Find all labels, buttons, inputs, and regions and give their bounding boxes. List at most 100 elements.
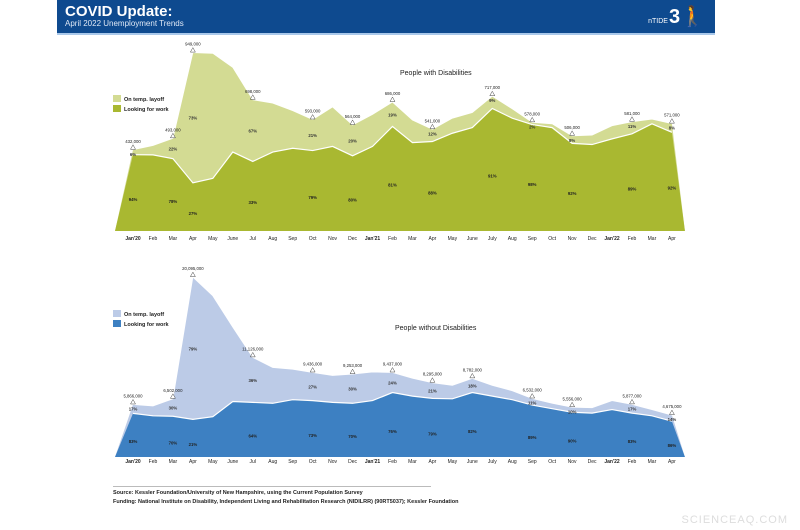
legend-swatch-looking xyxy=(113,320,121,327)
total-label: 564,000 xyxy=(345,114,361,119)
total-marker xyxy=(389,96,396,102)
legend-label-layoff: On temp. layoff xyxy=(124,97,164,103)
no-disabilities-chart: People without Disabilities On temp. layo… xyxy=(113,266,685,465)
layoff-pct-label: 24% xyxy=(388,381,397,386)
total-label: 581,000 xyxy=(624,111,640,116)
looking-pct-label: 33% xyxy=(248,200,257,205)
total-boundary-line xyxy=(132,276,673,416)
x-tick-label: Nov xyxy=(328,459,337,465)
disabilities-chart: People with Disabilities On temp. layoff L… xyxy=(113,42,685,242)
total-label: 541,000 xyxy=(425,118,441,123)
x-tick-label: Jan'21 xyxy=(365,236,381,242)
total-label: 686,000 xyxy=(385,91,401,96)
total-label: 4,675,000 xyxy=(662,404,682,409)
x-tick-label: Nov xyxy=(568,459,577,465)
layoff-pct-label: 79% xyxy=(189,346,198,351)
total-marker xyxy=(668,118,675,124)
x-tick-label: June xyxy=(227,236,238,242)
looking-pct-label: 92% xyxy=(568,191,577,196)
watermark: SCIENCEAQ.COM xyxy=(681,514,788,526)
x-tick-label: Jan'22 xyxy=(604,236,620,242)
x-tick-label: Apr xyxy=(429,459,437,465)
total-label: 6,502,000 xyxy=(163,388,183,393)
x-tick-label: Jan'20 xyxy=(125,236,141,242)
layoff-pct-label: 21% xyxy=(308,133,317,138)
layoff-pct-label: 22% xyxy=(169,146,178,151)
x-tick-label: Nov xyxy=(568,236,577,242)
looking-pct-label: 82% xyxy=(468,429,477,434)
total-marker xyxy=(629,398,635,405)
x-tick-label: Feb xyxy=(628,236,637,242)
total-label: 506,000 xyxy=(564,125,580,130)
total-marker xyxy=(130,144,136,150)
layoff-pct-label: 9% xyxy=(489,98,495,103)
x-tick-label: Mar xyxy=(648,236,657,242)
total-marker xyxy=(249,94,256,100)
total-marker xyxy=(569,401,576,408)
layoff-pct-label: 17% xyxy=(129,406,138,411)
ntide-logo: nTIDE3🚶 xyxy=(648,6,705,28)
layoff-pct-label: 6% xyxy=(130,152,136,157)
looking-pct-label: 79% xyxy=(428,432,437,437)
looking-pct-label: 98% xyxy=(528,182,537,187)
layoff-pct-label: 67% xyxy=(248,129,257,134)
page-subtitle: April 2022 Unemployment Trends xyxy=(65,19,184,28)
x-tick-label: Sep xyxy=(528,236,537,242)
looking-pct-label: 94% xyxy=(129,197,138,202)
total-label: 20,095,000 xyxy=(182,266,204,271)
footer-divider xyxy=(113,486,431,487)
looking-pct-label: 80% xyxy=(348,197,357,202)
x-tick-label: Mar xyxy=(169,459,178,465)
x-tick-label: Feb xyxy=(628,459,637,465)
layoff-pct-label: 73% xyxy=(189,116,198,121)
looking-pct-label: 78% xyxy=(169,199,178,204)
total-marker xyxy=(309,367,316,373)
looking-pct-label: 73% xyxy=(308,433,317,438)
looking-pct-label: 70% xyxy=(169,441,178,446)
looking-area xyxy=(115,108,685,231)
x-tick-label: Oct xyxy=(548,236,556,242)
total-label: 949,000 xyxy=(185,42,201,47)
chart-title: People without Disabilities xyxy=(395,325,477,332)
total-marker xyxy=(249,351,256,358)
x-tick-label: Mar xyxy=(169,236,178,242)
x-tick-label: Dec xyxy=(348,459,357,465)
total-boundary-line xyxy=(132,52,673,151)
layoff-pct-label: 21% xyxy=(428,389,437,394)
x-tick-label: Sep xyxy=(288,459,297,465)
total-label: 5,866,000 xyxy=(123,393,143,398)
total-label: 698,000 xyxy=(245,89,261,94)
total-label: 9,253,000 xyxy=(343,363,363,368)
total-marker xyxy=(529,116,536,123)
x-tick-label: Jan'21 xyxy=(365,459,381,465)
total-label: 9,436,000 xyxy=(303,362,323,367)
looking-pct-label: 76% xyxy=(388,429,397,434)
looking-boundary-line xyxy=(132,107,673,184)
x-tick-label: Oct xyxy=(548,459,556,465)
layoff-pct-label: 11% xyxy=(628,124,637,129)
looking-pct-label: 91% xyxy=(488,174,497,179)
total-marker xyxy=(309,114,316,120)
funding-note: Funding: National Institute on Disabilit… xyxy=(113,499,459,505)
x-tick-label: Dec xyxy=(348,236,357,242)
layoff-pct-label: 36% xyxy=(248,378,257,383)
looking-pct-label: 21% xyxy=(189,442,198,447)
x-tick-label: Feb xyxy=(149,236,158,242)
x-tick-label: Aug xyxy=(508,459,517,465)
looking-pct-label: 83% xyxy=(129,439,138,444)
total-label: 8,782,000 xyxy=(463,367,483,372)
total-marker xyxy=(569,130,576,136)
layoff-pct-label: 27% xyxy=(308,385,317,390)
total-marker xyxy=(429,377,436,383)
total-label: 11,126,000 xyxy=(242,346,264,351)
legend-label-looking: Looking for work xyxy=(124,107,170,113)
x-tick-label: Oct xyxy=(309,236,317,242)
x-tick-label: Apr xyxy=(429,236,437,242)
chart-title: People with Disabilities xyxy=(400,70,472,77)
x-tick-label: June xyxy=(227,459,238,465)
total-label: 717,000 xyxy=(485,85,501,90)
x-tick-label: July xyxy=(488,236,497,242)
total-marker xyxy=(130,398,136,405)
x-tick-label: Apr xyxy=(189,459,197,465)
total-marker xyxy=(169,393,176,399)
